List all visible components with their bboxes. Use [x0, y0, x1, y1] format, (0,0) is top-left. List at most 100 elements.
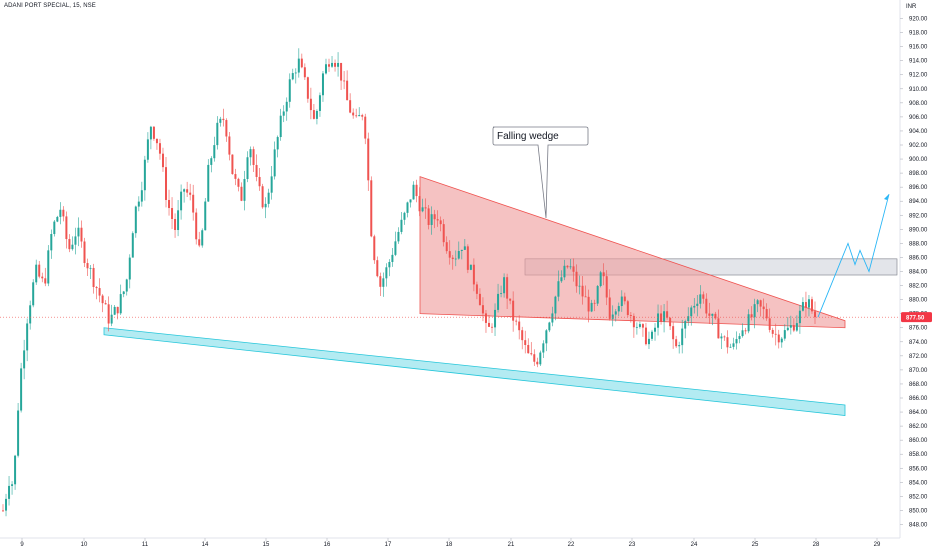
candle [765, 303, 768, 321]
y-tick-label: 868.00 [909, 382, 928, 388]
candle-body [415, 184, 418, 197]
candle-body [687, 316, 690, 322]
y-tick-label: 902.00 [909, 143, 928, 149]
candle [282, 105, 285, 123]
x-tick-label: 17 [385, 542, 392, 548]
y-tick-label: 882.00 [909, 284, 928, 290]
candle [358, 107, 361, 117]
candle [457, 241, 460, 260]
candle-body [436, 219, 439, 221]
candle-body [641, 324, 644, 328]
candle [647, 331, 650, 349]
candle [140, 181, 143, 207]
candle-body [213, 145, 216, 159]
candle-body [481, 305, 484, 314]
candle [539, 350, 542, 366]
candle-body [548, 322, 551, 331]
candle-body [370, 180, 373, 237]
candle [795, 315, 798, 332]
candle [385, 263, 388, 287]
candle-body [107, 304, 110, 324]
candle [44, 267, 47, 287]
candle [297, 48, 300, 78]
candle [777, 329, 780, 349]
candle-body [26, 323, 29, 351]
candle [285, 97, 288, 121]
candle-body [270, 176, 273, 193]
candle-body [669, 317, 672, 327]
candle [666, 300, 669, 320]
candle-body [403, 212, 406, 220]
candle [801, 297, 804, 312]
candle-body [137, 201, 140, 207]
candle-body [412, 184, 415, 200]
candle-body [666, 311, 669, 318]
candle [515, 318, 518, 326]
candle-body [650, 331, 653, 339]
x-tick-label: 25 [752, 542, 759, 548]
candle-body [439, 220, 442, 225]
candle-body [789, 325, 792, 328]
candle-body [140, 190, 143, 202]
candle [334, 59, 337, 72]
candle-body [777, 334, 780, 343]
candle-body [62, 209, 65, 217]
candle [68, 234, 71, 253]
candle-body [536, 361, 539, 365]
candle [560, 270, 563, 283]
y-tick-label: 850.00 [909, 508, 928, 514]
candle [180, 184, 183, 220]
candle [252, 146, 255, 173]
candle-body [261, 186, 264, 208]
candle [367, 132, 370, 191]
candle [146, 132, 149, 163]
candle-body [346, 80, 349, 101]
candle-body [337, 62, 340, 67]
candle [29, 300, 32, 330]
candle [678, 341, 681, 354]
candle [95, 286, 98, 300]
candle-body [246, 157, 249, 180]
candle [17, 402, 20, 458]
candle-body [158, 143, 161, 154]
candle [675, 335, 678, 348]
candle-body [2, 510, 4, 512]
candle [720, 333, 723, 350]
candle [590, 299, 593, 313]
candle-body [614, 311, 617, 315]
candle-body [638, 324, 641, 327]
candle [762, 298, 765, 320]
candle-body [340, 62, 343, 81]
candle-body [678, 345, 681, 347]
candle [264, 197, 267, 219]
candle [509, 298, 512, 305]
candle-body [20, 368, 23, 411]
candle-body [521, 330, 524, 341]
candle-body [696, 303, 699, 306]
candle-body [225, 120, 228, 137]
candle-body [623, 296, 626, 302]
candle [346, 70, 349, 101]
candle-body [391, 254, 394, 262]
candle-body [475, 284, 478, 294]
candle-body [714, 313, 717, 319]
candle [382, 272, 385, 297]
candle [626, 299, 629, 318]
candle-body [792, 325, 795, 331]
candle-body [29, 305, 32, 324]
candle-body [741, 330, 744, 337]
y-tick-label: 862.00 [909, 424, 928, 430]
y-tick-label: 920.00 [909, 17, 928, 23]
candle [445, 236, 448, 254]
candle [786, 317, 789, 332]
candle-body [705, 298, 708, 314]
y-tick-label: 904.00 [909, 129, 928, 135]
candle-body [430, 214, 433, 225]
candle [71, 236, 74, 251]
candle-body [466, 246, 469, 270]
candle-body [101, 295, 104, 304]
candle-body [264, 203, 267, 208]
candle [258, 167, 261, 191]
y-tick-label: 910.00 [909, 87, 928, 93]
